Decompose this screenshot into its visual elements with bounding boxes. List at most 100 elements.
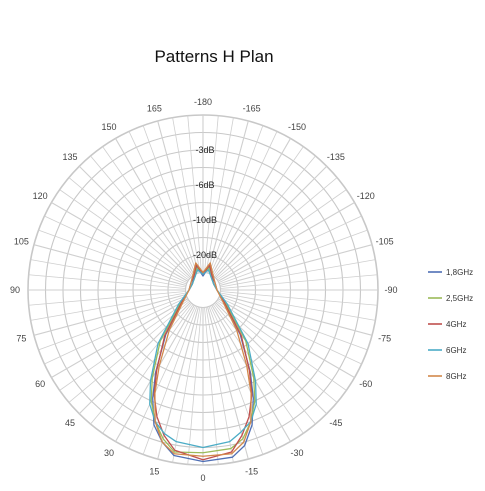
polar-grid xyxy=(27,114,379,466)
angle-tick-label: -75 xyxy=(378,334,391,344)
radial-tick-labels: -3dB -6dB -10dB -20dB xyxy=(193,145,217,260)
grid-spoke xyxy=(102,304,194,434)
grid-spoke xyxy=(218,215,362,283)
grid-spoke xyxy=(211,138,291,276)
radial-tick-label: -6dB xyxy=(195,180,214,190)
grid-spoke xyxy=(211,304,291,442)
grid-spoke xyxy=(220,291,378,306)
grid-spoke xyxy=(206,306,249,460)
grid-spoke xyxy=(217,298,355,378)
grid-spoke xyxy=(142,125,198,274)
grid-spoke xyxy=(157,120,200,274)
grid-ring xyxy=(184,271,222,309)
grid-spoke xyxy=(212,146,304,276)
angle-tick-label: 135 xyxy=(63,152,78,162)
angle-tick-label: 150 xyxy=(101,122,116,132)
grid-spoke xyxy=(172,307,201,463)
radial-tick-label: -20dB xyxy=(193,250,217,260)
grid-spoke xyxy=(217,202,355,282)
angle-tick-label: -90 xyxy=(384,285,397,295)
radial-tick-label: -10dB xyxy=(193,215,217,225)
legend-label-0: 1,8GHz xyxy=(446,268,473,277)
grid-spoke xyxy=(28,291,186,306)
angle-tick-label: 30 xyxy=(104,448,114,458)
grid-spoke xyxy=(220,259,376,288)
grid-spoke xyxy=(187,115,202,273)
grid-spoke xyxy=(51,298,189,378)
legend-label-1: 2,5GHz xyxy=(446,294,473,303)
angle-tick-label: 165 xyxy=(147,103,162,113)
angle-tick-label: -30 xyxy=(290,448,303,458)
grid-spoke xyxy=(30,292,186,321)
grid-spoke xyxy=(128,131,196,275)
series-layer xyxy=(149,262,257,463)
angle-tick-label: -150 xyxy=(288,122,306,132)
chart-title: Patterns H Plan xyxy=(154,47,274,66)
grid-spoke xyxy=(213,303,316,425)
radial-tick-label: -3dB xyxy=(195,145,214,155)
grid-spoke xyxy=(33,244,187,287)
grid-spoke xyxy=(30,259,186,288)
grid-spoke xyxy=(59,299,189,391)
legend-label-3: 6GHz xyxy=(446,346,466,355)
grid-spoke xyxy=(68,177,190,280)
legend: 1,8GHz 2,5GHz 4GHz 6GHz 8GHz xyxy=(428,268,473,381)
grid-spoke xyxy=(51,202,189,282)
grid-spoke xyxy=(204,307,219,465)
grid-spoke xyxy=(219,229,368,285)
angle-tick-label: 120 xyxy=(33,191,48,201)
angle-tick-label: -15 xyxy=(245,467,258,477)
series-line-0 xyxy=(152,265,254,463)
grid-spoke xyxy=(210,305,278,449)
legend-label-4: 8GHz xyxy=(446,372,466,381)
grid-spoke xyxy=(205,117,234,273)
grid-spoke xyxy=(212,304,304,434)
angle-tick-label: 105 xyxy=(14,236,29,246)
grid-spoke xyxy=(59,189,189,281)
grid-spoke xyxy=(217,299,347,391)
legend-label-2: 4GHz xyxy=(446,320,466,329)
grid-spoke xyxy=(172,117,201,273)
angle-tick-label: 75 xyxy=(16,334,26,344)
grid-spoke xyxy=(218,297,362,365)
angle-tick-label: -120 xyxy=(357,191,375,201)
angle-tick-label: 15 xyxy=(149,467,159,477)
angle-tick-label: -180 xyxy=(194,97,212,107)
grid-spoke xyxy=(210,131,278,275)
grid-spoke xyxy=(205,307,234,463)
grid-spoke xyxy=(128,305,196,449)
angle-tick-labels: -180-165-150-135-120-105-90-75-60-45-30-… xyxy=(10,97,398,483)
grid-spoke xyxy=(28,274,186,289)
grid-spoke xyxy=(216,177,338,280)
grid-spoke xyxy=(102,146,194,276)
grid-spoke xyxy=(115,138,195,276)
grid-spoke xyxy=(206,120,249,274)
grid-spoke xyxy=(187,307,202,465)
grid-spoke xyxy=(33,293,187,336)
series-line-4 xyxy=(154,262,252,457)
grid-spoke xyxy=(220,274,378,289)
grid-spoke xyxy=(208,125,264,274)
angle-tick-label: -45 xyxy=(329,418,342,428)
angle-tick-label: -60 xyxy=(359,379,372,389)
grid-spoke xyxy=(44,297,188,365)
grid-spoke xyxy=(219,295,368,351)
angle-tick-label: 60 xyxy=(35,379,45,389)
angle-tick-label: -165 xyxy=(243,103,261,113)
grid-spoke xyxy=(213,155,316,277)
grid-spoke xyxy=(68,300,190,403)
grid-spoke xyxy=(78,165,192,279)
grid-spoke xyxy=(208,306,264,455)
grid-spoke xyxy=(216,300,338,403)
grid-spoke xyxy=(220,292,376,321)
grid-spoke xyxy=(38,295,187,351)
grid-spoke xyxy=(90,155,193,277)
grid-spoke xyxy=(219,244,373,287)
angle-tick-label: 0 xyxy=(200,473,205,483)
angle-tick-label: -135 xyxy=(327,152,345,162)
grid-spoke xyxy=(219,293,373,336)
grid-spoke xyxy=(90,303,193,425)
grid-spoke xyxy=(115,304,195,442)
angle-tick-label: 45 xyxy=(65,418,75,428)
